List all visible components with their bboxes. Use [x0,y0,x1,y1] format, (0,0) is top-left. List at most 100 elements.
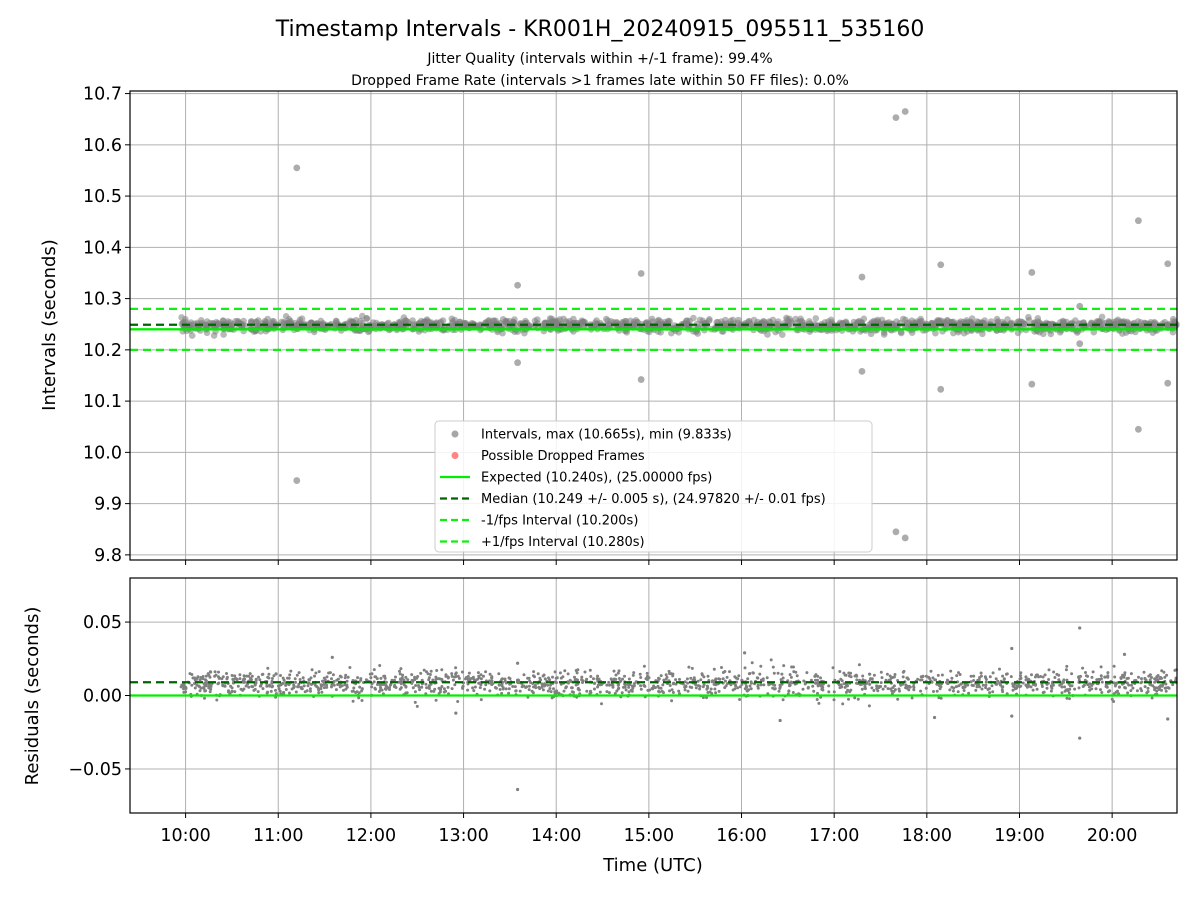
residual-point [827,684,831,688]
residual-point [1077,686,1081,690]
residual-point [225,677,229,681]
interval-point [1063,318,1070,326]
residual-point [631,673,635,677]
residual-point [979,671,983,675]
residual-point [478,686,482,690]
residual-point [357,691,361,695]
residual-point [307,678,311,682]
residual-point [642,684,646,688]
interval-point [979,330,986,338]
residual-point [507,691,511,695]
interval-point [197,317,205,324]
residual-point [1062,680,1065,684]
residual-point [853,696,857,700]
legend-label: -1/fps Interval (10.200s) [481,514,638,529]
residual-point [467,671,471,675]
interval-point [485,317,493,324]
residual-point [434,698,438,702]
residual-point [875,684,879,688]
residual-point [886,687,890,691]
residual-point [779,678,783,682]
residual-point [585,689,589,693]
residual-point [360,687,364,691]
interval-point [665,317,672,325]
residual-point [1129,689,1133,693]
residual-point [429,669,433,673]
interval-point [812,315,820,322]
residual-point [454,672,458,676]
residual-point [709,687,713,691]
residual-point [276,684,280,688]
residual-point [259,684,263,688]
residual-point [554,680,558,684]
residual-point [686,681,690,685]
residual-point [698,684,702,688]
residual-point [738,685,742,689]
residual-point [566,672,570,676]
residual-point [419,671,423,675]
residual-point [683,688,687,692]
residual-point [488,689,492,693]
residual-point [1084,674,1088,678]
residual-point [687,665,691,669]
residual-point [482,674,485,678]
residual-point [928,677,932,680]
residual-point [1084,671,1087,674]
residual-point [778,683,782,687]
residual-point [795,674,799,678]
residual-point [375,677,379,681]
residual-point [1153,680,1157,684]
residual-point [1068,687,1072,691]
residual-point [270,685,274,689]
residual-point [393,683,397,687]
x-tick-label: 19:00 [994,826,1044,846]
residual-point [213,670,217,674]
residual-point [1067,682,1071,686]
residual-point [193,676,197,680]
residual-point [248,672,252,676]
residual-point [450,687,454,691]
residual-point [686,689,690,693]
residual-point [225,672,228,675]
residual-point [346,675,350,679]
residual-point [331,673,335,677]
residual-point [1024,683,1028,687]
residual-point [1146,686,1150,690]
residual-point [990,684,994,688]
residual-point [1140,677,1143,681]
residual-point [558,671,562,675]
residual-point [573,675,576,679]
intervals-panel: 9.8 9.9 10.0 10.1 10.2 10.3 10.4 10.5 10.6 10.7 I… [39,85,1180,566]
residual-point [330,677,333,681]
residual-point [314,671,318,675]
residual-point [844,690,848,694]
residual-point [1033,675,1037,679]
residual-point [476,671,480,675]
residual-point [612,669,616,673]
residual-point [901,682,905,686]
residual-point [683,680,687,684]
residual-point [302,684,306,688]
residual-point [413,678,417,682]
residual-point [417,684,420,687]
residual-outlier-point [516,787,520,792]
residual-point [542,673,546,677]
residual-point [484,670,488,674]
residual-point [261,687,265,691]
residual-point [1099,674,1103,678]
residual-point [1121,675,1125,679]
residual-point [348,666,352,669]
residual-point [1009,675,1013,679]
residual-point [490,679,494,683]
residual-point [410,673,414,677]
residual-point [238,673,242,677]
intervals-outliers [293,108,1172,542]
residual-point [534,686,538,690]
interval-outlier-point [1134,425,1142,433]
residual-point [699,678,703,682]
interval-point [826,321,834,328]
residual-point [819,676,822,680]
residual-point [316,686,320,690]
residual-point [974,688,978,692]
residual-point [497,683,501,687]
